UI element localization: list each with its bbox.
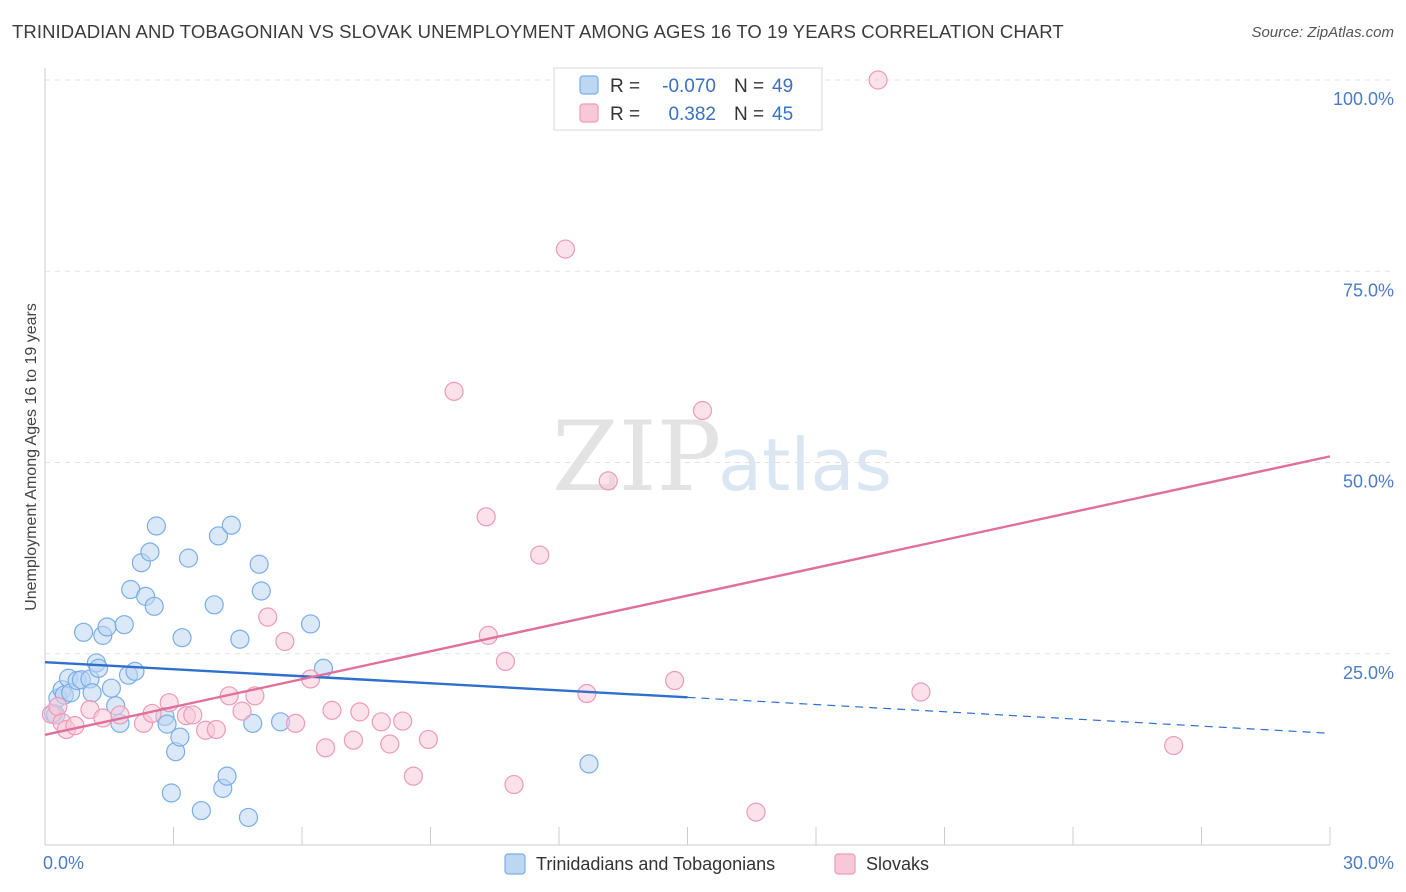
stats-legend: R = -0.070 N = 49 R = 0.382 N = 45 — [553, 67, 823, 131]
point-trinidadian-26 — [144, 596, 164, 616]
point-trinidadian-41 — [230, 629, 250, 649]
point-slovak-40 — [665, 670, 685, 691]
point-trinidadian-13 — [88, 658, 109, 678]
point-trinidadian-33 — [172, 628, 192, 648]
trend-line-trinidadian-extension — [687, 696, 1331, 734]
chart-title: TRINIDADIAN AND TOBAGONIAN VS SLOVAK UNE… — [12, 21, 1064, 42]
y-axis-label: Unemployment Among Ages 16 to 19 years — [23, 303, 40, 611]
point-slovak-26 — [371, 712, 391, 732]
point-trinidadian-45 — [251, 581, 271, 601]
y-tick-labels: 25.0% 50.0% 75.0% 100.0% — [1333, 89, 1394, 683]
series-legend: Trinidadians and Tobagonians Slovaks — [504, 853, 929, 875]
point-trinidadian-43 — [243, 713, 263, 733]
point-slovak-18 — [258, 607, 278, 627]
trend-lines — [44, 455, 1331, 737]
point-trinidadian-40 — [221, 515, 241, 535]
point-slovak-22 — [315, 738, 336, 758]
point-slovak-19 — [275, 631, 295, 652]
watermark-atlas: atlas — [718, 423, 892, 507]
trend-line-trinidadian — [44, 660, 688, 699]
point-slovak-24 — [343, 730, 363, 750]
point-trinidadian-39 — [217, 766, 237, 786]
point-slovak-39 — [598, 471, 618, 491]
point-slovak-14 — [206, 719, 226, 740]
stats-legend-box — [553, 67, 823, 131]
point-slovak-16 — [232, 701, 252, 721]
point-slovak-29 — [403, 766, 423, 786]
point-trinidadian-16 — [101, 678, 121, 698]
point-trinidadian-36 — [204, 595, 224, 615]
point-slovak-1 — [48, 696, 68, 717]
watermark-zip: ZIP — [552, 401, 721, 513]
series-legend-swatch-trinidadian — [504, 853, 526, 875]
point-trinidadian-44 — [249, 554, 269, 574]
legend-swatch-trinidadian — [579, 75, 599, 95]
series-legend-label-trinidadian: Trinidadians and Tobagonians — [536, 854, 775, 874]
point-slovak-38 — [577, 683, 597, 704]
point-slovak-34 — [495, 651, 516, 672]
watermark: ZIP atlas — [552, 401, 892, 513]
x-tick-label-max: 30.0% — [1343, 853, 1394, 873]
point-trinidadian-32 — [170, 727, 190, 747]
point-trinidadian-42 — [238, 807, 259, 828]
point-slovak-42 — [746, 802, 766, 822]
point-slovak-35 — [504, 774, 524, 795]
legend-n-value-1: 49 — [772, 76, 793, 97]
point-trinidadian-11 — [82, 683, 102, 703]
point-slovak-36 — [530, 545, 550, 565]
point-slovak-32 — [476, 507, 496, 527]
point-slovak-7 — [110, 705, 130, 725]
y-tick-label-0: 25.0% — [1343, 663, 1394, 683]
trend-line-slovak — [44, 455, 1331, 737]
point-slovak-25 — [350, 702, 370, 722]
point-trinidadian-25 — [140, 542, 160, 562]
y-tick-label-3: 100.0% — [1333, 89, 1394, 109]
x-tick-label-min: 0.0% — [43, 853, 84, 873]
legend-r-value-1: -0.070 — [662, 76, 716, 97]
legend-n-value-2: 45 — [772, 104, 793, 125]
chart-source: Source: ZipAtlas.com — [1251, 24, 1394, 41]
point-trinidadian-27 — [146, 516, 166, 536]
point-slovak-4 — [65, 716, 85, 736]
gridlines — [45, 79, 1394, 655]
point-trinidadian-47 — [300, 614, 321, 634]
point-slovak-43 — [868, 70, 888, 90]
point-trinidadian-21 — [125, 661, 145, 681]
point-slovak-27 — [380, 734, 400, 754]
point-trinidadian-29 — [157, 714, 177, 734]
point-slovak-20 — [285, 713, 306, 733]
point-slovak-37 — [555, 239, 576, 259]
legend-r-label-2: R = — [610, 104, 640, 125]
point-slovak-30 — [418, 729, 438, 750]
point-trinidadian-15 — [97, 617, 117, 637]
point-trinidadian-30 — [161, 783, 181, 803]
series-legend-label-slovak: Slovaks — [866, 854, 929, 874]
y-tick-label-2: 75.0% — [1343, 280, 1394, 300]
point-slovak-12 — [183, 705, 203, 725]
legend-n-label-1: N = — [734, 76, 764, 97]
data-points — [41, 70, 1184, 828]
point-slovak-41 — [692, 400, 713, 421]
point-slovak-44 — [911, 682, 931, 702]
point-slovak-28 — [393, 711, 413, 731]
y-tick-label-1: 50.0% — [1343, 472, 1394, 492]
point-trinidadian-35 — [191, 800, 211, 821]
point-trinidadian-49 — [579, 754, 599, 774]
point-slovak-45 — [1164, 735, 1184, 756]
point-trinidadian-37 — [208, 526, 229, 546]
point-trinidadian-34 — [178, 548, 199, 568]
legend-r-value-2: 0.382 — [668, 104, 716, 125]
point-trinidadian-9 — [73, 622, 94, 642]
series-legend-swatch-slovak — [834, 853, 856, 875]
point-trinidadian-19 — [114, 615, 134, 635]
point-slovak-31 — [444, 381, 464, 401]
legend-n-label-2: N = — [734, 104, 764, 125]
point-slovak-33 — [478, 625, 498, 645]
point-slovak-23 — [322, 700, 342, 720]
legend-r-label-1: R = — [610, 76, 640, 97]
legend-swatch-slovak — [579, 103, 599, 123]
x-tick-labels: 0.0% 30.0% — [43, 853, 1394, 873]
